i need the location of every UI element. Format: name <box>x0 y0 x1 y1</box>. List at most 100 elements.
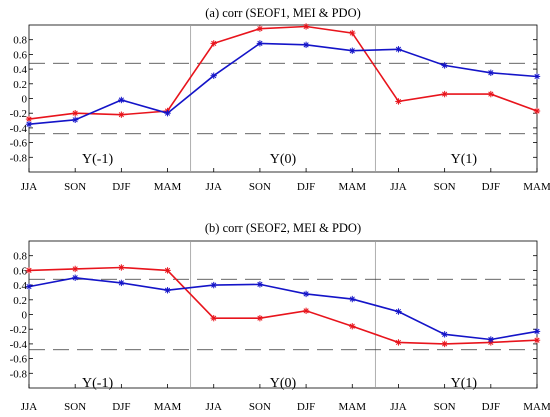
marker-stroke <box>303 308 309 314</box>
x-tick-label: DJF <box>297 181 315 193</box>
data-point <box>441 340 448 348</box>
x-tick-label: MAM <box>154 181 182 193</box>
data-point <box>349 47 356 54</box>
marker-stroke <box>26 116 32 122</box>
data-point <box>25 283 33 290</box>
marker-stroke <box>395 46 402 52</box>
marker-stroke <box>349 323 355 329</box>
data-point <box>533 328 541 335</box>
data-point <box>533 107 541 115</box>
x-tick-label: SON <box>249 181 271 193</box>
marker-stroke <box>257 281 263 287</box>
marker-stroke <box>488 91 494 97</box>
x-tick-label: JJA <box>390 401 407 413</box>
marker-stroke <box>211 282 217 288</box>
data-point <box>302 307 310 315</box>
x-tick-label: JJA <box>205 401 222 413</box>
marker-stroke <box>257 26 263 32</box>
y-tick-label: 0.6 <box>13 265 27 277</box>
marker-stroke <box>72 110 78 116</box>
marker-stroke <box>164 287 171 293</box>
y-tick-label: 0.4 <box>13 280 27 292</box>
marker-stroke <box>26 121 32 127</box>
series-line <box>28 25 538 120</box>
data-point <box>118 111 125 118</box>
data-point <box>441 62 448 69</box>
data-point <box>395 339 402 346</box>
marker-stroke <box>442 91 448 97</box>
marker-stroke <box>395 308 402 315</box>
marker-stroke <box>488 70 494 76</box>
marker-stroke <box>211 73 217 79</box>
data-point <box>210 281 217 289</box>
data-point <box>210 314 217 322</box>
y-tick-label: 0.2 <box>13 295 27 307</box>
y-tick-label: 0.6 <box>13 49 27 61</box>
period-label: Y(0) <box>270 152 297 167</box>
marker-stroke <box>534 337 540 343</box>
data-point <box>210 72 217 79</box>
data-point <box>25 267 33 274</box>
marker-stroke <box>118 264 124 271</box>
y-tick-label: -0.2 <box>10 324 27 336</box>
x-tick-label: MAM <box>523 401 550 413</box>
marker-stroke <box>303 291 309 297</box>
data-point <box>395 308 402 315</box>
marker-stroke <box>442 341 448 347</box>
period-label: Y(-1) <box>82 152 113 167</box>
data-point <box>71 265 79 273</box>
data-point <box>256 314 264 322</box>
period-label: Y(-1) <box>82 376 113 391</box>
x-tick-label: DJF <box>482 181 500 193</box>
marker-stroke <box>118 280 124 286</box>
period-label: Y(1) <box>451 152 478 167</box>
panel-b: (b) corr (SEOF2, MEI & PDO) 0.8 0.6 0.4 0.2 0… <box>10 221 550 413</box>
y-tick-label: 0 <box>22 310 28 322</box>
x-tick-label: SON <box>249 401 271 413</box>
y-tick-label: -0.4 <box>10 339 28 351</box>
period-label: Y(1) <box>451 376 478 391</box>
y-tick-label: -0.2 <box>10 108 27 120</box>
data-point <box>118 264 125 271</box>
data-point <box>25 115 33 123</box>
marker-stroke <box>534 108 540 114</box>
data-point <box>533 337 541 344</box>
period-label: Y(0) <box>270 376 297 391</box>
panel-a: (a) corr (SEOF1, MEI & PDO) 0.8 0.6 0.4 0.2 0… <box>10 6 550 193</box>
x-tick-label: MAM <box>154 401 182 413</box>
data-point <box>395 46 402 53</box>
data-point <box>164 267 171 274</box>
data-point <box>441 331 448 338</box>
y-tick-label: 0 <box>22 94 28 106</box>
data-point <box>487 69 495 76</box>
chart-title: (a) corr (SEOF1, MEI & PDO) <box>205 6 361 20</box>
marker-stroke <box>118 97 124 103</box>
plot-frame <box>28 24 538 173</box>
marker-stroke <box>26 267 32 273</box>
x-tick-label: SON <box>64 181 86 193</box>
data-point <box>71 116 79 124</box>
data-point <box>118 279 125 287</box>
y-tick-label: 0.8 <box>13 251 27 263</box>
series-line <box>28 42 538 125</box>
data-point <box>302 41 310 49</box>
data-point <box>210 40 217 47</box>
marker-stroke <box>303 23 309 30</box>
data-point <box>302 290 310 298</box>
data-point <box>487 336 495 343</box>
data-point <box>164 110 171 117</box>
marker-stroke <box>164 267 171 273</box>
data-point <box>256 25 264 32</box>
marker-stroke <box>257 40 263 46</box>
marker-stroke <box>72 117 78 123</box>
marker-stroke <box>303 42 309 48</box>
y-tick-label: -0.4 <box>10 123 28 135</box>
y-tick-label: 0.2 <box>13 79 27 91</box>
marker-stroke <box>349 48 355 54</box>
marker-stroke <box>211 40 217 46</box>
marker-stroke <box>488 336 494 343</box>
data-point <box>118 96 125 104</box>
x-tick-label: DJF <box>112 181 130 193</box>
marker-stroke <box>442 331 448 337</box>
x-tick-label: MAM <box>523 181 550 193</box>
